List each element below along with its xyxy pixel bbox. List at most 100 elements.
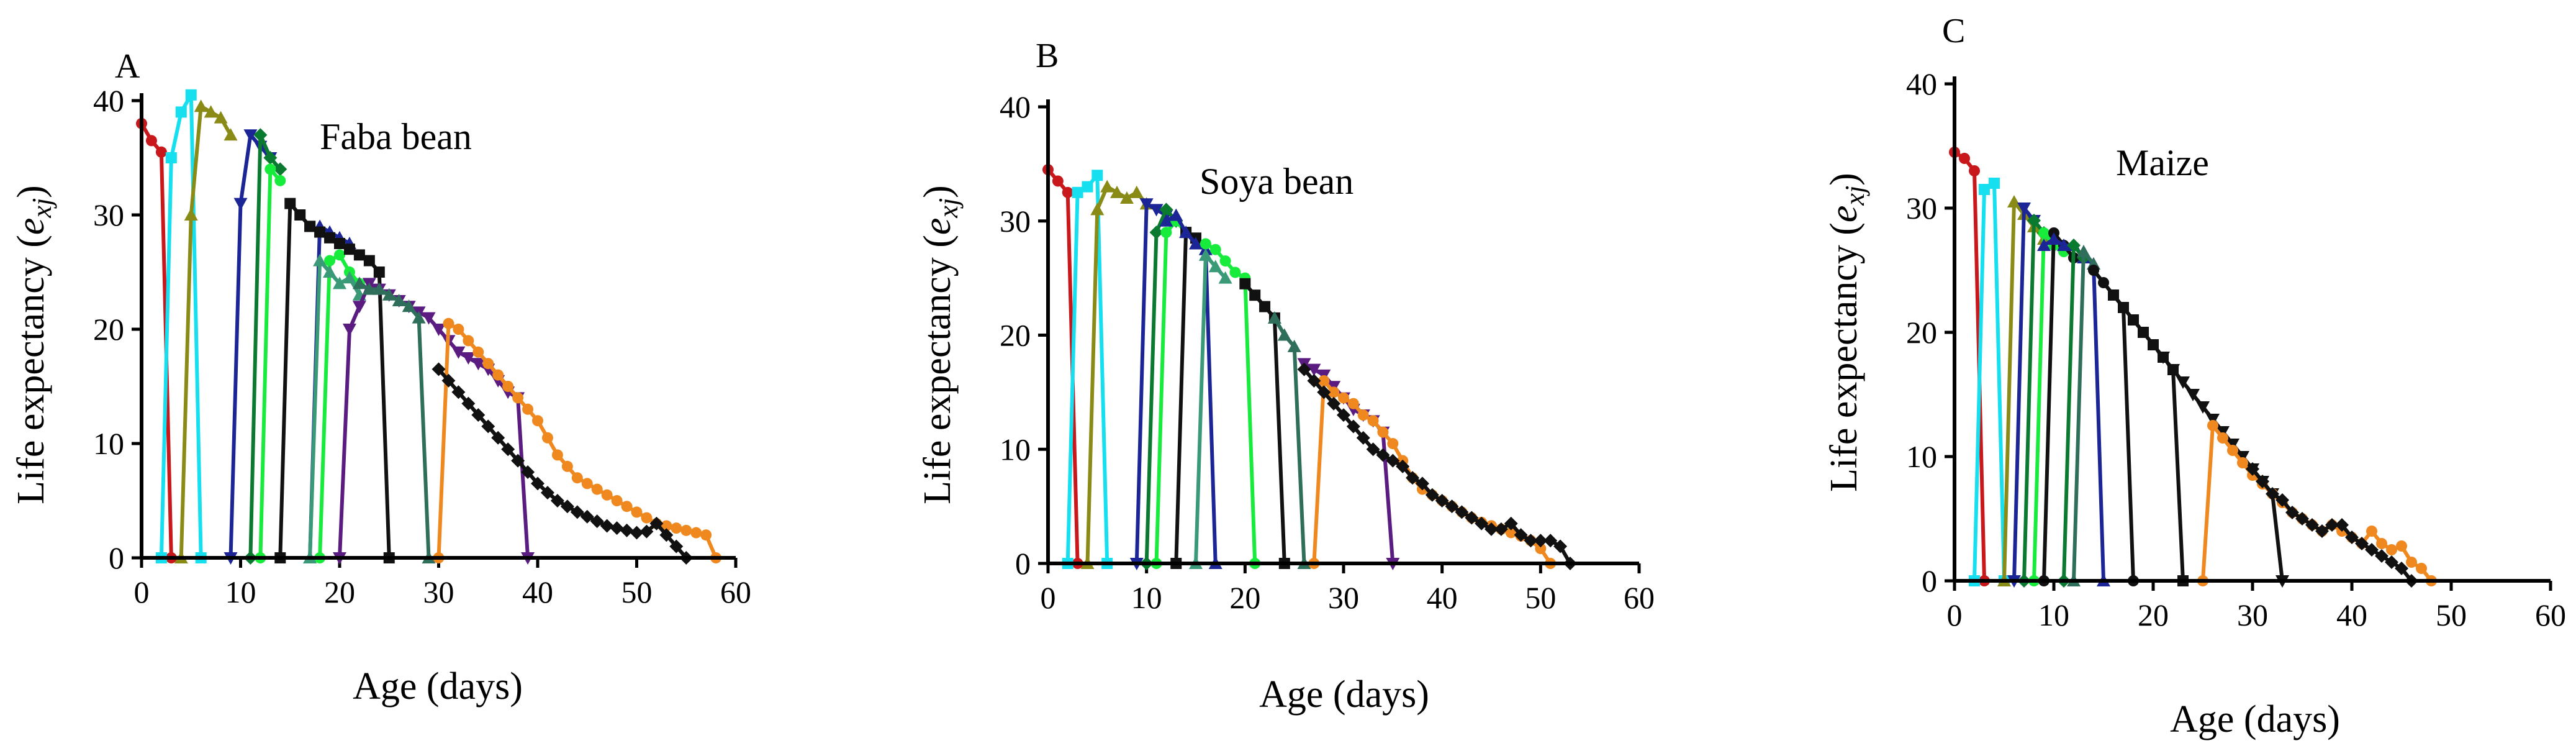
data-point — [1396, 459, 1410, 473]
x-tick-label: 20 — [324, 575, 355, 609]
data-point — [581, 478, 593, 490]
data-point — [2305, 518, 2319, 532]
data-point — [2166, 364, 2180, 376]
x-tick-label: 0 — [1947, 598, 1963, 632]
data-point — [2406, 557, 2417, 568]
data-point — [274, 175, 286, 186]
x-tick-label: 30 — [1328, 580, 1359, 615]
data-point — [2246, 462, 2259, 476]
y-tick-label: 40 — [1906, 66, 1937, 101]
data-point — [1149, 225, 1164, 240]
data-point — [204, 105, 218, 118]
data-point — [621, 501, 633, 512]
data-point — [2365, 543, 2379, 557]
data-point — [1435, 493, 1449, 508]
y-axis-title: Life expectancy (exj) — [10, 185, 57, 504]
data-point — [2376, 538, 2387, 549]
x-tick-label: 40 — [2336, 598, 2367, 632]
series-c15 — [1297, 362, 1577, 570]
data-point — [194, 99, 208, 112]
data-point — [253, 128, 268, 142]
data-point — [2315, 524, 2329, 538]
data-point — [353, 249, 365, 261]
data-point — [2156, 352, 2170, 364]
data-point — [2196, 401, 2210, 414]
data-point — [175, 106, 187, 118]
data-point — [1200, 238, 1211, 250]
y-tick-label: 40 — [93, 83, 124, 118]
plot-label: Maize — [2116, 142, 2209, 183]
data-point — [671, 522, 682, 534]
x-tick-label: 0 — [1041, 580, 1056, 615]
data-point — [560, 499, 574, 514]
chart-panel-b: B Soya bean Age (days) Life expectancy (… — [916, 37, 1655, 716]
data-point — [2108, 289, 2119, 301]
data-point — [1249, 289, 1261, 301]
data-point — [412, 311, 426, 324]
x-tick-label: 50 — [2436, 598, 2467, 632]
series-line — [1302, 367, 1572, 565]
data-point — [541, 432, 553, 444]
data-point — [1159, 214, 1173, 227]
data-point — [2355, 537, 2369, 550]
y-tick-label: 10 — [93, 426, 124, 461]
data-point — [1100, 180, 1114, 193]
data-point — [639, 524, 654, 539]
data-point — [324, 232, 336, 244]
series-c5 — [243, 128, 287, 565]
data-point — [1455, 505, 1469, 519]
data-point — [540, 486, 554, 500]
data-point — [1445, 499, 1459, 514]
data-point — [531, 476, 545, 491]
data-point — [551, 449, 563, 461]
x-tick-label: 60 — [720, 575, 751, 609]
data-point — [591, 483, 603, 495]
data-point — [610, 521, 624, 535]
panel-letter: C — [1942, 12, 1965, 50]
x-axis-title: Age (days) — [1259, 673, 1429, 716]
data-point — [2325, 518, 2339, 532]
data-point — [2176, 376, 2190, 389]
x-tick-label: 10 — [1131, 580, 1162, 615]
data-point — [343, 244, 355, 255]
data-point — [2266, 487, 2279, 501]
x-tick-label: 20 — [2138, 598, 2169, 632]
data-point — [1229, 266, 1241, 278]
data-point — [1267, 311, 1281, 324]
data-point — [363, 255, 375, 266]
data-point — [342, 324, 356, 336]
data-point — [1959, 153, 1970, 164]
data-point — [233, 198, 248, 211]
data-point — [284, 198, 296, 209]
series-line — [1194, 253, 1227, 565]
data-point — [2038, 227, 2050, 239]
data-point — [550, 494, 564, 508]
series-c14 — [433, 317, 722, 563]
series-c3 — [1080, 180, 1154, 569]
data-point — [422, 312, 436, 325]
data-point — [1149, 204, 1164, 217]
data-point — [611, 495, 623, 506]
data-point — [2017, 203, 2031, 215]
data-point — [571, 472, 583, 484]
data-point — [1425, 488, 1439, 502]
data-point — [2386, 544, 2397, 555]
data-point — [1524, 534, 1538, 548]
axis-ticks: 0 10 20 30 40 50 60 0 10 20 30 40 — [1000, 89, 1655, 615]
y-axis-title: Life expectancy (exj) — [916, 185, 964, 504]
data-point — [492, 369, 504, 381]
data-point — [2227, 445, 2238, 456]
data-point — [1347, 398, 1359, 409]
data-point — [1969, 165, 1980, 176]
data-point — [432, 324, 446, 336]
data-point — [680, 524, 692, 536]
data-point — [372, 282, 386, 295]
data-point — [2027, 214, 2041, 227]
x-tick-label: 10 — [225, 575, 256, 609]
x-tick-label: 60 — [2535, 598, 2566, 632]
data-point — [570, 505, 584, 519]
data-point — [1494, 522, 1508, 536]
data-point — [1091, 170, 1103, 181]
data-point — [1337, 408, 1350, 422]
chart-panel-c: C Maize Age (days) Life expectancy (exj)… — [1823, 12, 2566, 740]
